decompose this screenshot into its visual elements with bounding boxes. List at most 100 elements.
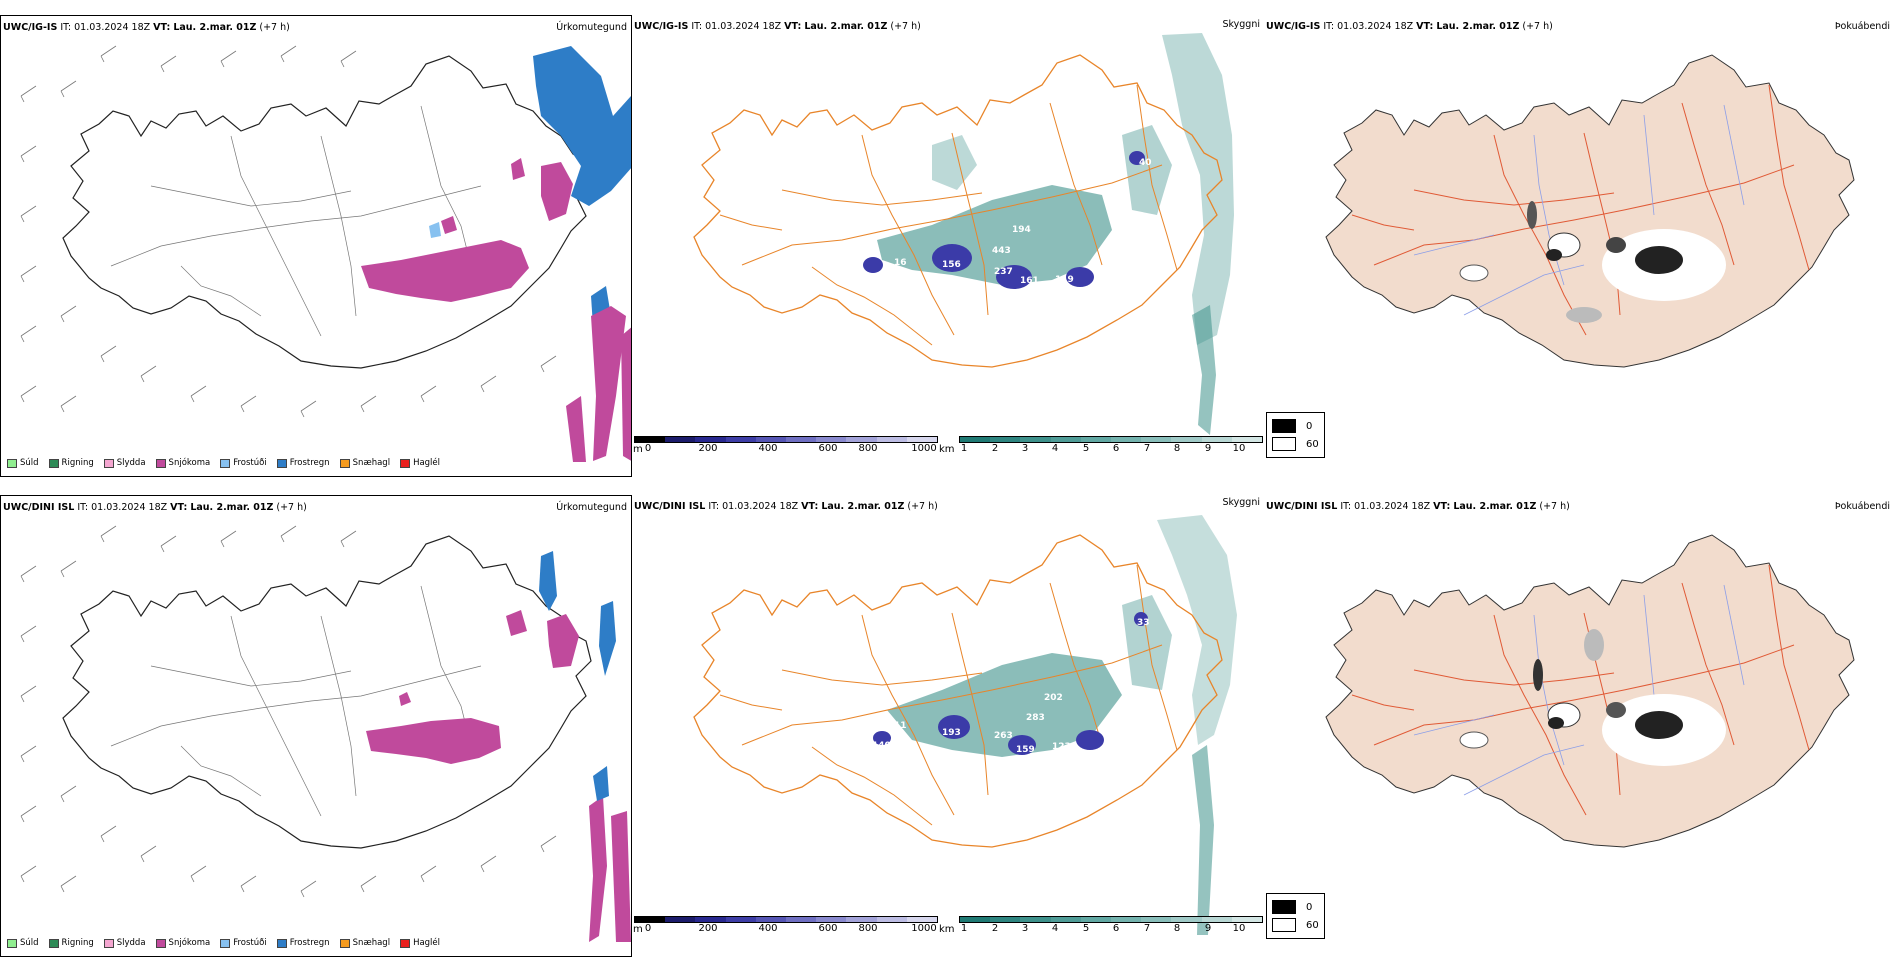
tick-label: 7: [1143, 443, 1151, 454]
fog-legend-item: 60: [1272, 916, 1319, 934]
legend-item-slydda: Slydda: [103, 458, 146, 468]
cloud-base-label: 122: [865, 278, 884, 288]
ceiling-unit: m: [633, 924, 643, 935]
ceiling-colorbar: m 0 200 400 600 800 1000: [633, 436, 938, 455]
legend-swatch: [7, 458, 17, 468]
cloud-base-label: 263: [994, 731, 1013, 741]
legend-swatch: [48, 938, 59, 948]
visibility-colorbar: km 1 2 3 4 5 6 7 8 9 10: [939, 916, 1263, 935]
legend-swatch: [155, 938, 166, 948]
cloud-base-label: 40: [1139, 158, 1152, 168]
cloud-base-label: 32: [1180, 183, 1193, 193]
legend-swatch: [48, 458, 59, 468]
visibility-map: 33 385 338 202 283 263 159 123 143 193 1…: [693, 515, 1237, 935]
cloud-base-label: 283: [1026, 713, 1045, 723]
legend-item-sudl: Súld: [7, 458, 39, 468]
tick-label: 800: [858, 443, 878, 454]
legend-swatch: [339, 938, 350, 948]
visibility-unit: km: [939, 924, 955, 935]
tick-label: 3: [1021, 923, 1029, 934]
tick-label: 200: [698, 443, 718, 454]
tick-label: 200: [698, 923, 718, 934]
cloud-base-label: 16: [894, 258, 907, 268]
tick-label: 8: [1173, 923, 1181, 934]
visibility-colorbar-bar: [959, 436, 1263, 443]
panel-title: Úrkomutegund: [556, 22, 627, 33]
tick-label: 5: [1082, 443, 1090, 454]
tick-label: 6: [1112, 923, 1120, 934]
cloud-base-label: 385: [1180, 648, 1199, 658]
tick-label: 6: [1112, 443, 1120, 454]
tick-label: 1000: [911, 923, 937, 934]
cloud-base-label: 281: [1172, 201, 1191, 211]
legend-item-sudl: Súld: [7, 938, 39, 948]
legend-swatch: [220, 458, 231, 468]
legend-item-rigning: Rigning: [48, 458, 94, 468]
tick-label: 7: [1143, 923, 1151, 934]
ceiling-colorbar-bar: [634, 916, 938, 923]
tick-label: 9: [1204, 443, 1212, 454]
legend-item-frostregn: Frostregn: [276, 458, 330, 468]
panel-title: Úrkomutegund: [556, 502, 627, 513]
panel-title: Skyggni: [1222, 497, 1260, 508]
cloud-base-label: 528: [1142, 264, 1161, 274]
panel-title: Þokuábendi: [1834, 21, 1890, 32]
tick-label: 1000: [911, 443, 937, 454]
legend-swatch: [400, 938, 411, 948]
fog-panel-row1: UWC/IG-IS IT: 01.03.2024 18Z VT: Lau. 2.…: [1264, 15, 1896, 477]
tick-label: 5: [1082, 923, 1090, 934]
legend-item-haglel: Haglél: [400, 938, 440, 948]
panel-header: UWC/IG-IS IT: 01.03.2024 18Z VT: Lau. 2.…: [634, 21, 921, 32]
panel-header: UWC/DINI ISL IT: 01.03.2024 18Z VT: Lau.…: [3, 502, 307, 513]
cloud-base-label: 143: [1112, 744, 1131, 754]
tick-label: 4: [1051, 923, 1059, 934]
tick-label: 400: [758, 443, 778, 454]
tick-label: 1: [960, 923, 968, 934]
panel-header: UWC/IG-IS IT: 01.03.2024 18Z VT: Lau. 2.…: [1266, 21, 1553, 32]
tick-label: 0: [644, 923, 652, 934]
fog-legend-row2: 0 60: [1266, 893, 1325, 939]
tick-label: 2: [991, 923, 999, 934]
visibility-unit: km: [939, 444, 955, 455]
visibility-colorbar: km 1 2 3 4 5 6 7 8 9 10: [939, 436, 1263, 455]
legend-swatch: [155, 458, 166, 468]
precip-type-panel-row2: UWC/DINI ISL IT: 01.03.2024 18Z VT: Lau.…: [0, 495, 632, 957]
cloud-base-label: 33: [1137, 618, 1150, 628]
fog-legend-item: 0: [1272, 417, 1319, 435]
ceiling-colorbar-bar: [634, 436, 938, 443]
fog-panel-row2: UWC/DINI ISL IT: 01.03.2024 18Z VT: Lau.…: [1264, 495, 1896, 957]
precip-type-legend: Súld Rigning Slydda Snjókoma Frostúði Fr…: [7, 938, 440, 948]
legend-swatch: [276, 458, 287, 468]
cloud-base-label: 159: [1016, 745, 1035, 755]
legend-swatch: [339, 458, 350, 468]
legend-item-snjokoma: Snjókoma: [155, 458, 210, 468]
panel-title: Skyggni: [1222, 19, 1260, 30]
legend-swatch: [7, 938, 17, 948]
tick-label: 10: [1232, 923, 1246, 934]
cloud-base-label: 123: [1052, 742, 1071, 752]
cloud-base-label: 161: [1020, 276, 1039, 286]
tick-label: 4: [1051, 443, 1059, 454]
cloud-base-label: 202: [1044, 693, 1063, 703]
tick-label: 2: [991, 443, 999, 454]
legend-item-snaehagl: Snæhagl: [339, 458, 390, 468]
legend-item-snaehagl: Snæhagl: [339, 938, 390, 948]
cloud-base-label: 119: [1055, 275, 1074, 285]
tick-label: 8: [1173, 443, 1181, 454]
precip-type-legend: Súld Rigning Slydda Snjókoma Frostúði Fr…: [7, 458, 440, 468]
fog-legend-row1: 0 60: [1266, 412, 1325, 458]
cloud-base-label: 193: [942, 728, 961, 738]
visibility-panel-row1: 40 32 281 194 443 286 528 156 237 161 11…: [632, 15, 1264, 477]
legend-item-rigning: Rigning: [48, 938, 94, 948]
panel-header: UWC/DINI ISL IT: 01.03.2024 18Z VT: Lau.…: [1266, 501, 1570, 512]
cloud-base-label: 96: [1142, 729, 1155, 739]
legend-swatch: [276, 938, 287, 948]
legend-swatch: [400, 458, 411, 468]
tick-label: 800: [858, 923, 878, 934]
precip-type-map: [20, 45, 631, 462]
tick-label: 1: [960, 443, 968, 454]
tick-label: 600: [818, 923, 838, 934]
ceiling-colorbar: m 0 200 400 600 800 1000: [633, 916, 938, 935]
legend-item-frostudi: Frostúði: [220, 938, 267, 948]
visibility-map: 40 32 281 194 443 286 528 156 237 161 11…: [693, 33, 1234, 435]
